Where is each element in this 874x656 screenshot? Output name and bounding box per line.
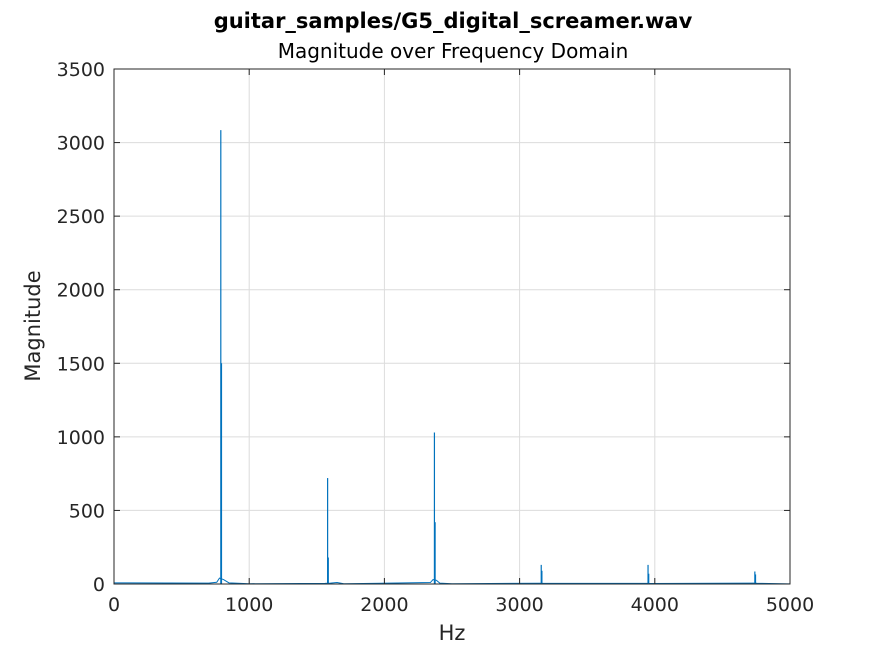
ticks: 0 1000 2000 3000 4000 5000 0 500 1000 1500 2000 250… [57, 59, 815, 616]
y-tick-label: 2500 [57, 206, 105, 228]
y-tick-label: 1000 [57, 427, 105, 449]
chart-title: guitar_samples/G5_digital_screamer.wav [214, 9, 693, 33]
y-tick-label: 3500 [57, 59, 105, 81]
grid [114, 69, 790, 584]
x-tick-label: 4000 [631, 594, 679, 616]
x-tick-label: 3000 [495, 594, 543, 616]
x-tick-label: 1000 [225, 594, 273, 616]
y-tick-label: 0 [93, 574, 105, 596]
plot-area [113, 130, 791, 585]
axes-box [113, 68, 791, 585]
y-tick-label: 2000 [57, 280, 105, 302]
y-tick-label: 3000 [57, 133, 105, 155]
x-tick-label: 0 [108, 594, 120, 616]
x-tick-label: 2000 [360, 594, 408, 616]
y-tick-label: 1500 [57, 353, 105, 375]
y-axis-label: Magnitude [21, 270, 45, 381]
spectrum-baseline [113, 577, 791, 585]
chart-subtitle: Magnitude over Frequency Domain [278, 39, 629, 63]
x-tick-label: 5000 [766, 594, 814, 616]
x-axis-label: Hz [439, 621, 466, 645]
y-tick-label: 500 [69, 500, 105, 522]
